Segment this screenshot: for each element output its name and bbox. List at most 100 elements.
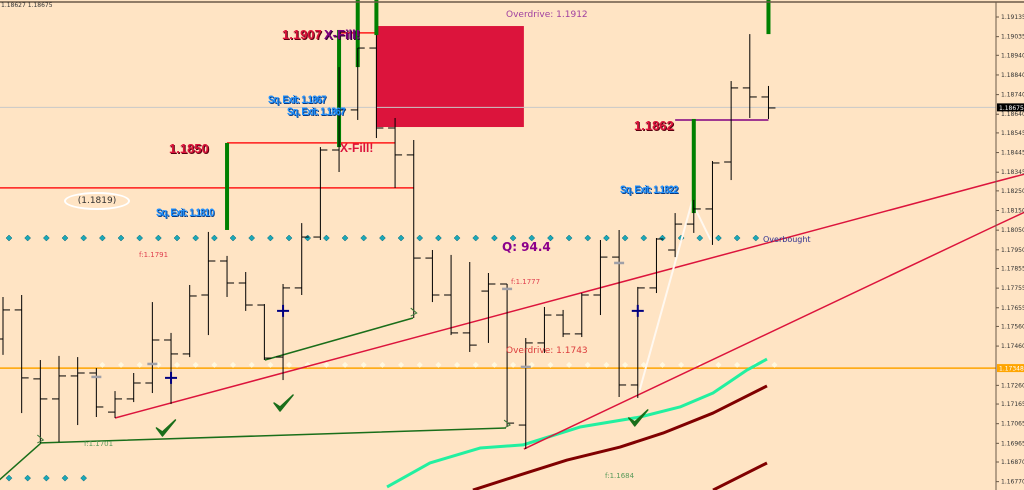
light-dots-dot: [678, 361, 685, 368]
overbought-dots-dot: [341, 234, 349, 242]
overbought-dots-dot: [136, 234, 144, 242]
overbought-dots-dot: [173, 234, 181, 242]
light-dots-dot: [771, 361, 778, 368]
ohlc-bar: [612, 229, 627, 397]
light-dots-dot: [510, 361, 517, 368]
overbought-label: Overbought: [763, 235, 811, 244]
price-axis-tick-label: 1.17950: [1001, 247, 1024, 254]
light-dots-dot: [734, 361, 741, 368]
level-1907-label: 1.1907: [282, 27, 322, 42]
light-dots-dot: [99, 361, 106, 368]
ellipse-value: (1.1819): [77, 196, 117, 206]
overbought-dots-dot: [547, 234, 554, 242]
ohlc-bar: [33, 360, 48, 443]
price-axis-tick-label: 1.17260: [1001, 382, 1024, 389]
overbought-dots-dot: [416, 234, 424, 242]
overbought-dots-dot: [248, 234, 256, 242]
light-dots-dot: [323, 361, 330, 368]
overbought-dots-dot: [155, 234, 162, 242]
overbought-dots-dot: [24, 234, 32, 242]
price-axis-tick-label: 1.18050: [1001, 227, 1024, 234]
overbought-dots-dot: [603, 234, 610, 242]
arrow-mark-icon: [410, 307, 418, 317]
overbought-dots-dot: [752, 234, 760, 242]
overbought-dots-dot: [61, 234, 69, 242]
price-axis-tick-label: 1.16770: [1001, 479, 1024, 486]
ohlc-bar: [182, 284, 197, 358]
overbought-dots-dot: [229, 234, 237, 242]
red-trendline-lower: [523, 211, 1024, 450]
light-dots-dot: [136, 361, 143, 368]
f-1684-label: f:1.1684: [605, 472, 635, 480]
aqua-curve: [386, 357, 768, 489]
f-1777-label: f:1.1777: [511, 278, 541, 286]
overbought-dots-dot: [528, 234, 536, 242]
light-dots-dot: [472, 361, 479, 368]
overbought-dots-dot: [267, 234, 274, 242]
light-dots-dot: [454, 361, 461, 368]
signal-bar: [355, 0, 360, 68]
arrow-mark-icon: [37, 434, 45, 444]
ohlc-bar: [537, 306, 552, 353]
cross-marker-icon: [165, 371, 178, 384]
ohlc-bar: [518, 338, 533, 450]
light-dots-dot: [491, 361, 498, 368]
ohlc-bar: [350, 47, 365, 120]
ohlc-bar: [257, 304, 272, 361]
ohlc-bar: [388, 117, 403, 188]
checkmark-icon: [273, 394, 294, 412]
overbought-dots-dot: [397, 234, 405, 242]
overdrive-bottom-label: Overdrive: 1.1743: [506, 346, 588, 356]
ohlc-bar: [52, 355, 67, 442]
light-dots-dot: [379, 361, 386, 368]
overbought-dots-dot: [192, 234, 200, 242]
ohlc-bar: [108, 391, 123, 418]
overbought-dots-dot: [696, 234, 704, 242]
ohlc-bar: [425, 250, 440, 303]
ohlc-bar: [742, 34, 757, 118]
price-axis-tick-label: 1.18740: [1001, 92, 1024, 99]
overbought-dots-dot: [715, 234, 722, 242]
light-dots-dot: [118, 361, 125, 368]
price-axis-tick-label: 1.19035: [1001, 34, 1024, 41]
price-axis-tick-label: 1.17460: [1001, 343, 1024, 350]
price-axis-tick-label: 1.18150: [1001, 208, 1024, 215]
light-dots-dot: [416, 361, 423, 368]
cross-marker-icon: [277, 304, 290, 317]
ohlc-readout: 1.18627 1.18675: [1, 2, 53, 9]
oversold-dots-dot: [5, 474, 13, 482]
red-trendline-upper: [114, 173, 1024, 419]
ohlc-bar: [14, 294, 29, 414]
light-dots-dot: [174, 361, 181, 368]
ohlc-bar: [724, 81, 739, 181]
light-dots-dot: [342, 361, 349, 368]
light-dots-dot: [398, 361, 405, 368]
current-price-label: 1.18675: [999, 105, 1024, 112]
light-dots-dot: [248, 361, 255, 368]
signal-bar: [225, 142, 230, 230]
light-dots-dot: [659, 361, 666, 368]
signal-bar: [766, 0, 771, 35]
sq-exit-label-3: Sq. Exit: 1.1810: [156, 207, 214, 219]
light-dots-dot: [192, 361, 199, 368]
level-1850-label: 1.1850: [169, 141, 209, 156]
ohlc-bar: [294, 223, 309, 295]
light-dots-dot: [622, 361, 629, 368]
light-dots-dot: [286, 361, 293, 368]
price-axis-tick-label: 1.17065: [1001, 421, 1024, 428]
ohlc-bar: [761, 85, 776, 119]
ohlc-bar: [164, 332, 179, 405]
level-ellipse: (1.1819): [64, 192, 130, 210]
price-axis-tick-label: 1.18640: [1001, 111, 1024, 118]
current-price-badge: [997, 103, 1024, 112]
ohlc-bar: [0, 296, 10, 355]
orange-level-label: 1.17348: [999, 366, 1024, 373]
light-dots-dot: [547, 361, 554, 368]
light-dots-dot: [715, 361, 722, 368]
price-axis-tick-label: 1.17755: [1001, 285, 1024, 292]
ohlc-bar: [668, 213, 683, 258]
ohlc-bar: [406, 139, 421, 318]
price-axis-tick-label: 1.19135: [1001, 14, 1024, 21]
light-dots-dot: [360, 361, 367, 368]
